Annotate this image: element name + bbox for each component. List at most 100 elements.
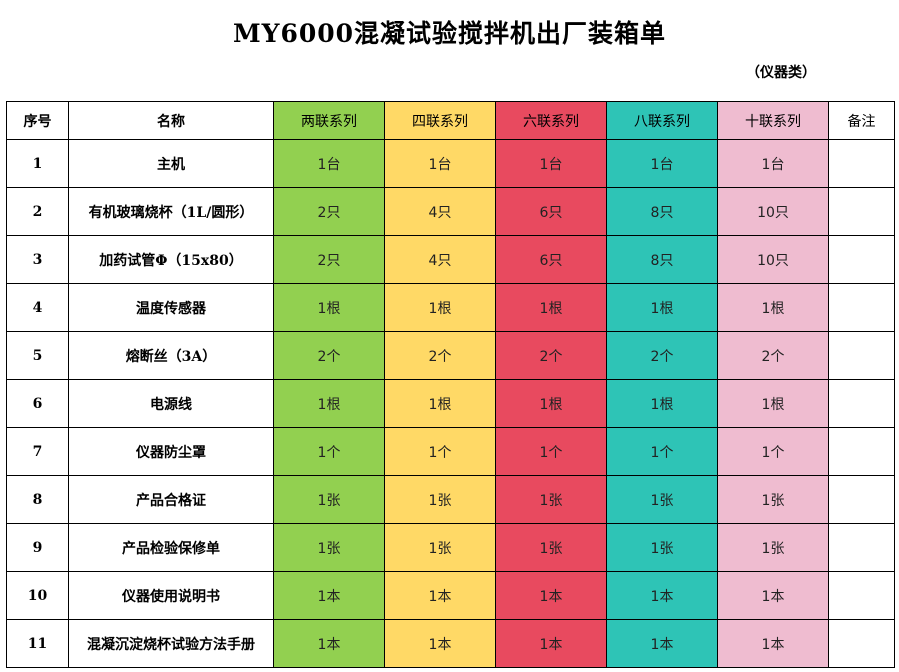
table-row: 3 加药试管Φ（15x80） 2只 4只 6只 8只 10只 (6, 235, 895, 284)
header-ten-series: 十联系列 (717, 101, 829, 140)
cell-six-series: 6只 (495, 235, 607, 284)
cell-seq: 5 (6, 331, 69, 380)
cell-four-series: 1根 (384, 379, 496, 428)
cell-four-series: 4只 (384, 187, 496, 236)
cell-seq: 11 (6, 619, 69, 668)
cell-eight-series: 8只 (606, 187, 718, 236)
cell-seq: 7 (6, 427, 69, 476)
cell-six-series: 1个 (495, 427, 607, 476)
page-subtitle: （仪器类） (746, 65, 816, 81)
cell-name: 主机 (68, 139, 274, 188)
cell-eight-series: 1本 (606, 619, 718, 668)
cell-note (828, 379, 895, 428)
cell-note (828, 475, 895, 524)
cell-six-series: 1本 (495, 571, 607, 620)
cell-seq: 10 (6, 571, 69, 620)
header-eight-series: 八联系列 (606, 101, 718, 140)
cell-two-series: 1根 (273, 283, 385, 332)
cell-six-series: 6只 (495, 187, 607, 236)
cell-six-series: 1根 (495, 283, 607, 332)
cell-eight-series: 8只 (606, 235, 718, 284)
cell-six-series: 2个 (495, 331, 607, 380)
cell-ten-series: 1根 (717, 379, 829, 428)
cell-seq: 1 (6, 139, 69, 188)
cell-name: 熔断丝（3A） (68, 331, 274, 380)
cell-four-series: 1个 (384, 427, 496, 476)
cell-ten-series: 1本 (717, 619, 829, 668)
header-two-series: 两联系列 (273, 101, 385, 140)
cell-four-series: 1本 (384, 571, 496, 620)
cell-four-series: 2个 (384, 331, 496, 380)
cell-name: 产品检验保修单 (68, 523, 274, 572)
cell-ten-series: 1本 (717, 571, 829, 620)
table-header-row: 序号 名称 两联系列 四联系列 六联系列 八联系列 十联系列 备注 (6, 101, 895, 140)
cell-note (828, 235, 895, 284)
cell-ten-series: 1张 (717, 523, 829, 572)
cell-note (828, 571, 895, 620)
cell-ten-series: 1台 (717, 139, 829, 188)
packing-list-table: 序号 名称 两联系列 四联系列 六联系列 八联系列 十联系列 备注 1 主机 1台 1… (6, 101, 895, 668)
cell-eight-series: 1张 (606, 523, 718, 572)
cell-four-series: 1台 (384, 139, 496, 188)
cell-note (828, 427, 895, 476)
cell-two-series: 1根 (273, 379, 385, 428)
cell-seq: 4 (6, 283, 69, 332)
cell-name: 仪器使用说明书 (68, 571, 274, 620)
table-row: 5 熔断丝（3A） 2个 2个 2个 2个 2个 (6, 331, 895, 380)
cell-ten-series: 10只 (717, 235, 829, 284)
cell-eight-series: 1本 (606, 571, 718, 620)
cell-seq: 9 (6, 523, 69, 572)
cell-name: 加药试管Φ（15x80） (68, 235, 274, 284)
cell-two-series: 2只 (273, 235, 385, 284)
cell-ten-series: 1张 (717, 475, 829, 524)
cell-four-series: 1张 (384, 523, 496, 572)
cell-two-series: 1台 (273, 139, 385, 188)
cell-eight-series: 2个 (606, 331, 718, 380)
table-row: 6 电源线 1根 1根 1根 1根 1根 (6, 379, 895, 428)
cell-four-series: 1张 (384, 475, 496, 524)
table-row: 9 产品检验保修单 1张 1张 1张 1张 1张 (6, 523, 895, 572)
cell-eight-series: 1根 (606, 379, 718, 428)
table-row: 1 主机 1台 1台 1台 1台 1台 (6, 139, 895, 188)
cell-name: 产品合格证 (68, 475, 274, 524)
cell-name: 有机玻璃烧杯（1L/圆形） (68, 187, 274, 236)
cell-ten-series: 1根 (717, 283, 829, 332)
cell-two-series: 1本 (273, 571, 385, 620)
table-row: 10 仪器使用说明书 1本 1本 1本 1本 1本 (6, 571, 895, 620)
cell-four-series: 1本 (384, 619, 496, 668)
cell-eight-series: 1张 (606, 475, 718, 524)
cell-eight-series: 1根 (606, 283, 718, 332)
page-title: MY6000混凝试验搅拌机出厂装箱单 (232, 19, 667, 48)
cell-two-series: 1张 (273, 475, 385, 524)
cell-four-series: 1根 (384, 283, 496, 332)
cell-six-series: 1张 (495, 523, 607, 572)
cell-seq: 3 (6, 235, 69, 284)
cell-note (828, 139, 895, 188)
cell-ten-series: 10只 (717, 187, 829, 236)
header-seq: 序号 (6, 101, 69, 140)
table-row: 7 仪器防尘罩 1个 1个 1个 1个 1个 (6, 427, 895, 476)
cell-two-series: 2只 (273, 187, 385, 236)
cell-two-series: 1张 (273, 523, 385, 572)
cell-name: 电源线 (68, 379, 274, 428)
cell-eight-series: 1台 (606, 139, 718, 188)
cell-seq: 8 (6, 475, 69, 524)
header-four-series: 四联系列 (384, 101, 496, 140)
table-row: 2 有机玻璃烧杯（1L/圆形） 2只 4只 6只 8只 10只 (6, 187, 895, 236)
cell-six-series: 1根 (495, 379, 607, 428)
cell-name: 仪器防尘罩 (68, 427, 274, 476)
cell-note (828, 187, 895, 236)
cell-note (828, 523, 895, 572)
cell-six-series: 1台 (495, 139, 607, 188)
cell-ten-series: 2个 (717, 331, 829, 380)
cell-two-series: 1本 (273, 619, 385, 668)
cell-ten-series: 1个 (717, 427, 829, 476)
cell-two-series: 2个 (273, 331, 385, 380)
header-six-series: 六联系列 (495, 101, 607, 140)
table-row: 4 温度传感器 1根 1根 1根 1根 1根 (6, 283, 895, 332)
cell-six-series: 1张 (495, 475, 607, 524)
table-body: 1 主机 1台 1台 1台 1台 1台 2 有机玻璃烧杯（1L/圆形） 2只 4只 6只 8只 10只 3 加… (6, 139, 895, 668)
table-row: 11 混凝沉淀烧杯试验方法手册 1本 1本 1本 1本 1本 (6, 619, 895, 668)
cell-note (828, 331, 895, 380)
cell-name: 混凝沉淀烧杯试验方法手册 (68, 619, 274, 668)
